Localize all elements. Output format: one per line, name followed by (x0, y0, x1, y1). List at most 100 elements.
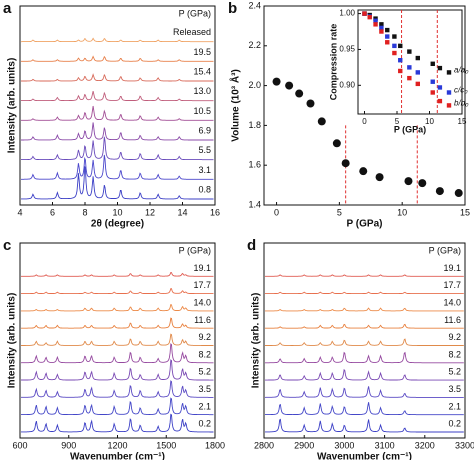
trace-label: 0.8 (198, 185, 211, 195)
point (415, 70, 420, 75)
x-tick-label: 15 (460, 207, 470, 217)
spectrum-trace (265, 418, 464, 433)
point (285, 81, 294, 90)
point (437, 85, 443, 90)
x-tick-label: 1200 (107, 440, 127, 450)
point (446, 70, 452, 75)
x-tick-label: 12 (145, 207, 155, 217)
point (435, 187, 444, 196)
y-axis-label: Intensity (arb. units) (251, 293, 262, 389)
point (295, 89, 304, 98)
trace-label: 3.5 (448, 384, 461, 394)
x-axis-label: Wavenumber (cm⁻¹) (70, 452, 165, 460)
point (407, 65, 412, 70)
y-axis-label: Compression rate (328, 24, 338, 101)
y-tick-label: 1.6 (248, 160, 261, 170)
legend-title: P (GPa) (179, 245, 211, 255)
trace-label: 11.6 (194, 315, 211, 325)
point (379, 29, 384, 34)
point (392, 50, 397, 56)
panel-label: d (247, 237, 256, 254)
point (446, 103, 452, 108)
x-tick-label: 0 (274, 207, 279, 217)
y-axis-label: Volume (10³ Å³) (229, 69, 242, 142)
point (415, 55, 420, 61)
point (373, 22, 378, 27)
point (437, 98, 443, 104)
point (398, 58, 403, 63)
trace-label: 17.7 (443, 280, 461, 290)
spectrum-trace (21, 90, 214, 102)
point (367, 14, 372, 20)
spectrum-trace (265, 402, 464, 416)
point (359, 167, 368, 176)
point (407, 75, 412, 81)
y-axis-label: Intensity (arb. units) (7, 58, 18, 154)
spectrum-trace (265, 291, 464, 295)
trace-label: 5.2 (198, 367, 211, 377)
point (379, 25, 384, 31)
spectrum-trace (21, 317, 214, 329)
trace-label: 9.2 (198, 332, 211, 342)
spectrum-trace (21, 380, 214, 398)
point (398, 43, 403, 49)
trace-label: 19.5 (193, 47, 211, 57)
panel-label: a (3, 0, 12, 17)
x-tick-label: 2900 (294, 440, 314, 450)
point (317, 117, 326, 126)
spectrum-trace (20, 343, 214, 364)
point (430, 79, 435, 84)
trace-label: 17.7 (193, 280, 211, 290)
x-tick-label: 0 (362, 117, 367, 126)
trace-label: 11.6 (444, 315, 461, 325)
x-tick-label: 600 (12, 440, 27, 450)
trace-label: 2.1 (198, 401, 211, 411)
point (379, 22, 384, 27)
trace-label: 5.5 (198, 145, 211, 155)
trace-label: 0.2 (448, 419, 461, 429)
x-axis-label: Wavenumber (cm⁻¹) (317, 452, 412, 460)
trace-label: 13.0 (193, 86, 211, 96)
trace-label: 14.0 (443, 297, 461, 307)
point (373, 18, 378, 23)
y-tick-label: 1.4 (248, 199, 261, 209)
trace-label: 2.1 (448, 401, 461, 411)
point (430, 90, 435, 95)
x-tick-label: 3000 (334, 440, 354, 450)
panel-label: c (3, 237, 11, 254)
spectrum-trace (21, 105, 214, 121)
spectrum-trace (21, 136, 214, 161)
x-tick-label: 900 (61, 440, 76, 450)
point (392, 43, 397, 49)
x-tick-label: 5 (337, 207, 342, 217)
spectrum-trace (21, 359, 214, 381)
x-tick-label: 5 (395, 117, 400, 126)
trace-label: 3.5 (198, 384, 211, 394)
point (375, 173, 384, 182)
point (415, 81, 420, 87)
y-tick-label: 1.8 (248, 120, 261, 130)
spectrum-trace (265, 368, 464, 381)
spectrum-trace (21, 37, 214, 43)
x-tick-label: 15 (458, 117, 467, 126)
plot-frame (263, 5, 466, 206)
x-axis-label: P (GPa) (394, 124, 426, 134)
trace-label: 19.1 (193, 263, 211, 273)
spectrum-trace (21, 122, 214, 141)
legend-title: P (GPa) (179, 8, 211, 18)
x-tick-label: 1500 (156, 440, 176, 450)
spectrum-trace (21, 413, 214, 433)
point (362, 11, 367, 16)
point (385, 27, 390, 33)
trace-label: 9.2 (448, 332, 461, 342)
trace-label: 19.1 (443, 263, 461, 273)
spectrum-trace (265, 307, 464, 312)
trace-label: 3.1 (198, 165, 211, 175)
point (385, 34, 390, 39)
x-tick-label: 4 (17, 207, 22, 217)
trace-label: 6.9 (198, 126, 211, 136)
x-tick-label: 10 (397, 207, 407, 217)
point (385, 40, 390, 45)
x-tick-label: 16 (210, 207, 220, 217)
point (446, 90, 452, 95)
